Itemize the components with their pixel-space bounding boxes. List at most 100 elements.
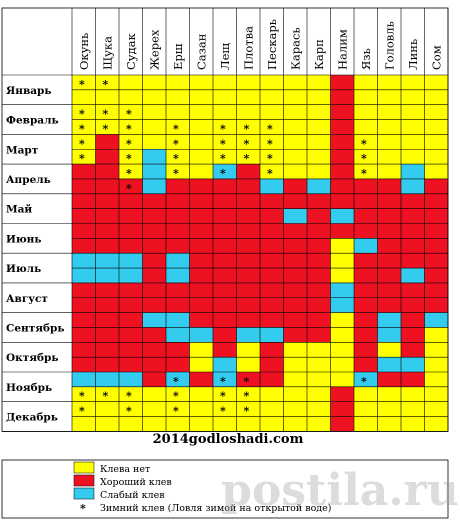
bite-cell (142, 268, 166, 283)
bite-cell (166, 149, 190, 165)
bite-cell (377, 253, 401, 269)
bite-cell (424, 297, 448, 313)
bite-cell (330, 282, 354, 298)
bite-cell (72, 282, 96, 298)
bite-cell (213, 193, 237, 209)
bite-cell (260, 312, 284, 328)
bite-cell (424, 178, 448, 194)
bite-cell (72, 223, 96, 239)
bite-cell (166, 416, 190, 432)
bite-cell (424, 193, 448, 209)
bite-cell (401, 149, 425, 165)
bite-cell (330, 372, 354, 387)
bite-cell (166, 386, 190, 402)
month-label-5: Май (6, 204, 32, 216)
bite-cell (166, 372, 190, 387)
bite-cell (307, 75, 331, 90)
winter-star: * (244, 390, 250, 403)
bite-cell (142, 89, 166, 105)
bite-cell (166, 342, 190, 358)
bite-cell (142, 401, 166, 417)
fish-header-5: Ерш (171, 43, 185, 70)
bite-cell (283, 386, 307, 402)
bite-cell (354, 342, 378, 358)
bite-cell (189, 193, 213, 209)
bite-cell (377, 149, 401, 165)
bite-cell (377, 282, 401, 298)
bite-cell (401, 268, 425, 283)
bite-cell (260, 223, 284, 239)
bite-cell (72, 178, 96, 194)
bite-cell (166, 178, 190, 194)
fish-header-10: Карась (288, 27, 302, 70)
bite-cell (283, 193, 307, 209)
bite-cell (213, 386, 237, 402)
legend-label-2: Хороший клев (100, 477, 172, 488)
winter-star: * (220, 390, 226, 403)
bite-cell (354, 372, 378, 387)
bite-cell (189, 178, 213, 194)
winter-star: * (126, 152, 132, 165)
bite-cell (236, 312, 260, 328)
bite-cell (236, 89, 260, 105)
bite-cell (189, 312, 213, 328)
bite-cell (213, 119, 237, 135)
bite-cell (95, 223, 119, 239)
bite-cell (377, 178, 401, 194)
bite-cell (424, 75, 448, 90)
bite-cell (119, 193, 143, 209)
month-label-6: Июнь (6, 233, 42, 245)
winter-star: * (173, 137, 179, 150)
fish-header-6: Сазан (194, 33, 208, 70)
bite-cell (142, 149, 166, 165)
month-column: Январь Февраль Март Апрель Май Июнь Июль Август… (6, 85, 64, 424)
bite-cell (377, 327, 401, 343)
bite-cell (377, 386, 401, 402)
bite-cell (142, 193, 166, 209)
bite-cell (189, 164, 213, 179)
bite-cell (401, 327, 425, 343)
bite-cell (330, 297, 354, 313)
bite-cell (213, 297, 237, 313)
bite-cell (377, 104, 401, 120)
bite-cell (377, 208, 401, 224)
bite-cell (95, 401, 119, 417)
bite-cell (377, 89, 401, 105)
bite-cell (95, 416, 119, 432)
bite-cell (354, 149, 378, 165)
bite-cell (307, 312, 331, 328)
bite-cell (72, 104, 96, 120)
bite-cell (424, 416, 448, 432)
winter-star: * (126, 122, 132, 135)
bite-cell (142, 104, 166, 120)
month-label-9: Сентябрь (6, 322, 64, 334)
bite-cell (307, 89, 331, 105)
winter-star: * (173, 390, 179, 403)
month-label-1: Январь (6, 85, 52, 97)
bite-cell (330, 342, 354, 358)
bite-cell (213, 372, 237, 387)
bite-cell (236, 416, 260, 432)
bite-cell (119, 104, 143, 120)
bite-cell (95, 238, 119, 254)
bite-cell (330, 178, 354, 194)
bite-cell (213, 357, 237, 372)
winter-star: * (79, 390, 85, 403)
bite-cell (189, 372, 213, 387)
bite-cell (307, 253, 331, 269)
bite-cell (213, 89, 237, 105)
bite-cell (236, 342, 260, 358)
winter-star: * (244, 122, 250, 135)
bite-cell (330, 357, 354, 372)
bite-cell (72, 268, 96, 283)
bite-cell (424, 386, 448, 402)
bite-cell (142, 282, 166, 298)
bite-cell (401, 357, 425, 372)
bite-cell (283, 357, 307, 372)
bite-cell (377, 297, 401, 313)
legend-label-4: Зимний клев (Ловля зимой на открытой вод… (100, 503, 331, 514)
winter-star: * (361, 152, 367, 165)
bite-cell (166, 327, 190, 343)
bite-cell (260, 416, 284, 432)
bite-cell (119, 149, 143, 165)
